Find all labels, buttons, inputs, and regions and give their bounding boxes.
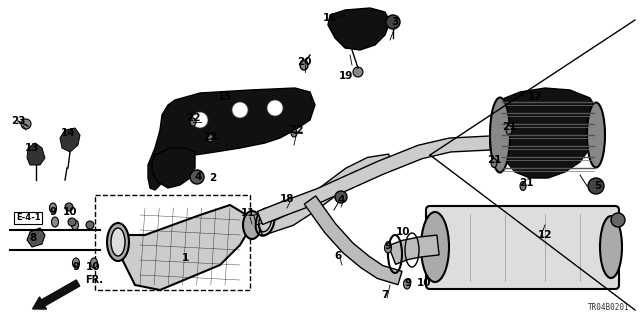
Text: 14: 14 [61,128,76,138]
Polygon shape [60,128,80,152]
Text: 22: 22 [186,113,200,123]
Text: 23: 23 [11,116,25,126]
Text: 22: 22 [289,125,303,135]
Ellipse shape [506,125,512,135]
Text: 10: 10 [86,262,100,272]
Ellipse shape [403,279,410,289]
Circle shape [386,15,400,29]
Polygon shape [328,8,390,50]
Text: 3: 3 [392,17,399,27]
Ellipse shape [72,220,79,230]
Text: 18: 18 [280,194,294,204]
Ellipse shape [90,258,97,268]
Polygon shape [152,148,195,188]
Circle shape [190,170,204,184]
Text: E-4-1: E-4-1 [16,213,40,222]
Text: 9: 9 [49,207,56,217]
Ellipse shape [243,211,261,239]
Text: 2: 2 [209,173,216,183]
Circle shape [192,112,208,128]
Polygon shape [257,154,391,236]
Circle shape [232,102,248,118]
Text: 11: 11 [241,208,255,218]
Ellipse shape [72,258,79,268]
Text: 7: 7 [381,290,388,300]
Ellipse shape [190,118,196,126]
Text: 10: 10 [63,207,77,217]
Text: 17: 17 [528,92,542,102]
Circle shape [588,178,604,194]
Ellipse shape [490,98,510,173]
Text: 1: 1 [181,253,189,263]
Ellipse shape [291,129,297,137]
Ellipse shape [491,159,497,167]
FancyArrow shape [33,280,80,309]
Polygon shape [254,204,292,225]
Polygon shape [388,235,439,264]
Text: 8: 8 [29,233,36,243]
Circle shape [86,221,94,229]
Text: 4: 4 [195,172,202,182]
FancyBboxPatch shape [426,206,619,289]
Ellipse shape [300,60,308,70]
Text: TR04B0201: TR04B0201 [588,303,630,312]
Text: 21: 21 [502,122,516,132]
Text: 15: 15 [218,92,232,102]
Polygon shape [148,88,315,190]
Text: 9: 9 [404,278,412,288]
Ellipse shape [421,212,449,282]
Ellipse shape [49,203,56,213]
Ellipse shape [520,182,526,190]
Ellipse shape [207,134,213,142]
Text: 19: 19 [339,71,353,81]
Polygon shape [115,205,255,290]
Circle shape [335,191,347,203]
Text: 6: 6 [334,251,342,261]
Polygon shape [27,228,45,247]
Text: 10: 10 [396,227,410,237]
Text: 10: 10 [417,278,431,288]
Text: 5: 5 [595,181,602,191]
Ellipse shape [587,102,605,167]
Text: 9: 9 [72,262,79,272]
Text: 9: 9 [385,241,392,251]
Text: 12: 12 [538,230,552,240]
Ellipse shape [385,243,392,253]
Text: 4: 4 [337,195,345,205]
Text: 16: 16 [323,13,337,23]
Ellipse shape [111,228,125,256]
Circle shape [21,119,31,129]
Ellipse shape [600,216,622,278]
Text: 21: 21 [487,155,501,165]
Circle shape [353,67,363,77]
Circle shape [267,100,283,116]
Text: 13: 13 [25,143,39,153]
Text: 21: 21 [519,178,533,188]
Polygon shape [27,143,45,165]
Circle shape [65,203,73,211]
Polygon shape [304,196,402,285]
Circle shape [611,213,625,227]
Text: 20: 20 [297,57,311,67]
Ellipse shape [51,217,58,227]
Circle shape [68,218,76,226]
Text: FR.: FR. [85,275,103,285]
Polygon shape [497,88,598,178]
Ellipse shape [107,223,129,261]
Text: 22: 22 [203,132,217,142]
Polygon shape [257,136,490,225]
